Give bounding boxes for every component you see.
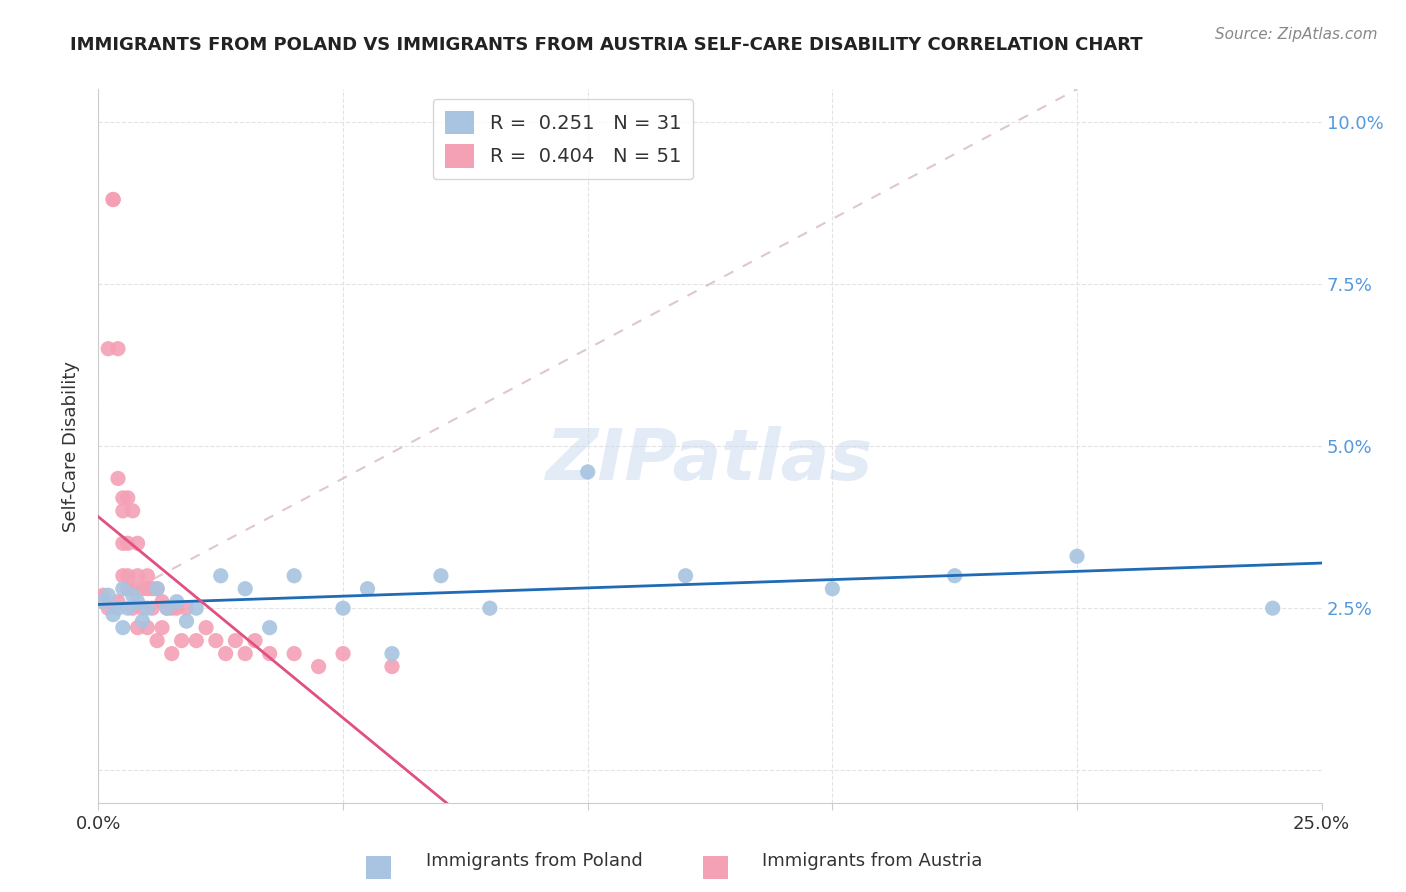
Point — [821, 582, 844, 596]
Point — [176, 614, 198, 628]
Point — [156, 601, 179, 615]
Point — [205, 633, 228, 648]
Point — [233, 582, 256, 596]
Point — [117, 568, 139, 582]
Point — [233, 647, 256, 661]
Point — [186, 601, 208, 615]
Point — [111, 536, 134, 550]
Point — [97, 601, 120, 615]
Point — [111, 491, 134, 505]
Point — [97, 342, 120, 356]
Point — [131, 614, 153, 628]
Point — [283, 568, 305, 582]
Point — [101, 193, 124, 207]
Point — [97, 588, 120, 602]
Point — [141, 582, 163, 596]
Point — [259, 647, 281, 661]
Point — [146, 582, 169, 596]
Point — [131, 582, 153, 596]
Text: ZIPatlas: ZIPatlas — [547, 425, 873, 495]
Point — [127, 536, 149, 550]
Point — [332, 647, 354, 661]
Point — [127, 568, 149, 582]
Point — [381, 659, 404, 673]
Point — [91, 595, 114, 609]
Point — [150, 621, 173, 635]
Point — [478, 601, 501, 615]
Point — [107, 601, 129, 615]
Point — [156, 601, 179, 615]
Point — [381, 647, 404, 661]
Point — [576, 465, 599, 479]
Point — [259, 621, 281, 635]
Point — [127, 621, 149, 635]
Point — [107, 595, 129, 609]
Point — [224, 633, 246, 648]
Point — [1066, 549, 1088, 564]
Text: Source: ZipAtlas.com: Source: ZipAtlas.com — [1215, 27, 1378, 42]
Text: Immigrants from Austria: Immigrants from Austria — [762, 852, 981, 870]
Point — [150, 595, 173, 609]
Point — [107, 342, 129, 356]
Point — [675, 568, 697, 582]
Point — [209, 568, 232, 582]
Point — [111, 621, 134, 635]
Point — [117, 491, 139, 505]
Point — [107, 471, 129, 485]
Point — [214, 647, 236, 661]
Point — [166, 601, 188, 615]
Point — [170, 633, 193, 648]
Y-axis label: Self-Care Disability: Self-Care Disability — [62, 360, 80, 532]
Point — [943, 568, 966, 582]
Point — [166, 595, 188, 609]
Point — [91, 588, 114, 602]
Point — [243, 633, 266, 648]
Point — [117, 601, 139, 615]
Point — [117, 582, 139, 596]
Point — [121, 588, 143, 602]
Point — [141, 601, 163, 615]
Point — [430, 568, 453, 582]
Point — [131, 601, 153, 615]
Point — [111, 504, 134, 518]
Text: IMMIGRANTS FROM POLAND VS IMMIGRANTS FROM AUSTRIA SELF-CARE DISABILITY CORRELATI: IMMIGRANTS FROM POLAND VS IMMIGRANTS FRO… — [70, 36, 1143, 54]
Point — [111, 582, 134, 596]
Point — [101, 193, 124, 207]
Point — [1261, 601, 1284, 615]
Point — [121, 601, 143, 615]
Text: Immigrants from Poland: Immigrants from Poland — [426, 852, 643, 870]
Point — [127, 595, 149, 609]
Point — [146, 582, 169, 596]
Point — [160, 601, 183, 615]
Point — [136, 568, 159, 582]
Point — [117, 536, 139, 550]
Point — [136, 601, 159, 615]
Point — [121, 504, 143, 518]
Point — [356, 582, 378, 596]
Point — [176, 601, 198, 615]
Point — [146, 633, 169, 648]
Point — [332, 601, 354, 615]
Point — [160, 647, 183, 661]
Point — [136, 582, 159, 596]
Point — [283, 647, 305, 661]
Point — [308, 659, 330, 673]
Point — [136, 621, 159, 635]
Point — [186, 633, 208, 648]
Point — [121, 582, 143, 596]
Point — [111, 568, 134, 582]
Point — [195, 621, 218, 635]
Point — [101, 607, 124, 622]
Legend: R =  0.251   N = 31, R =  0.404   N = 51: R = 0.251 N = 31, R = 0.404 N = 51 — [433, 99, 693, 179]
